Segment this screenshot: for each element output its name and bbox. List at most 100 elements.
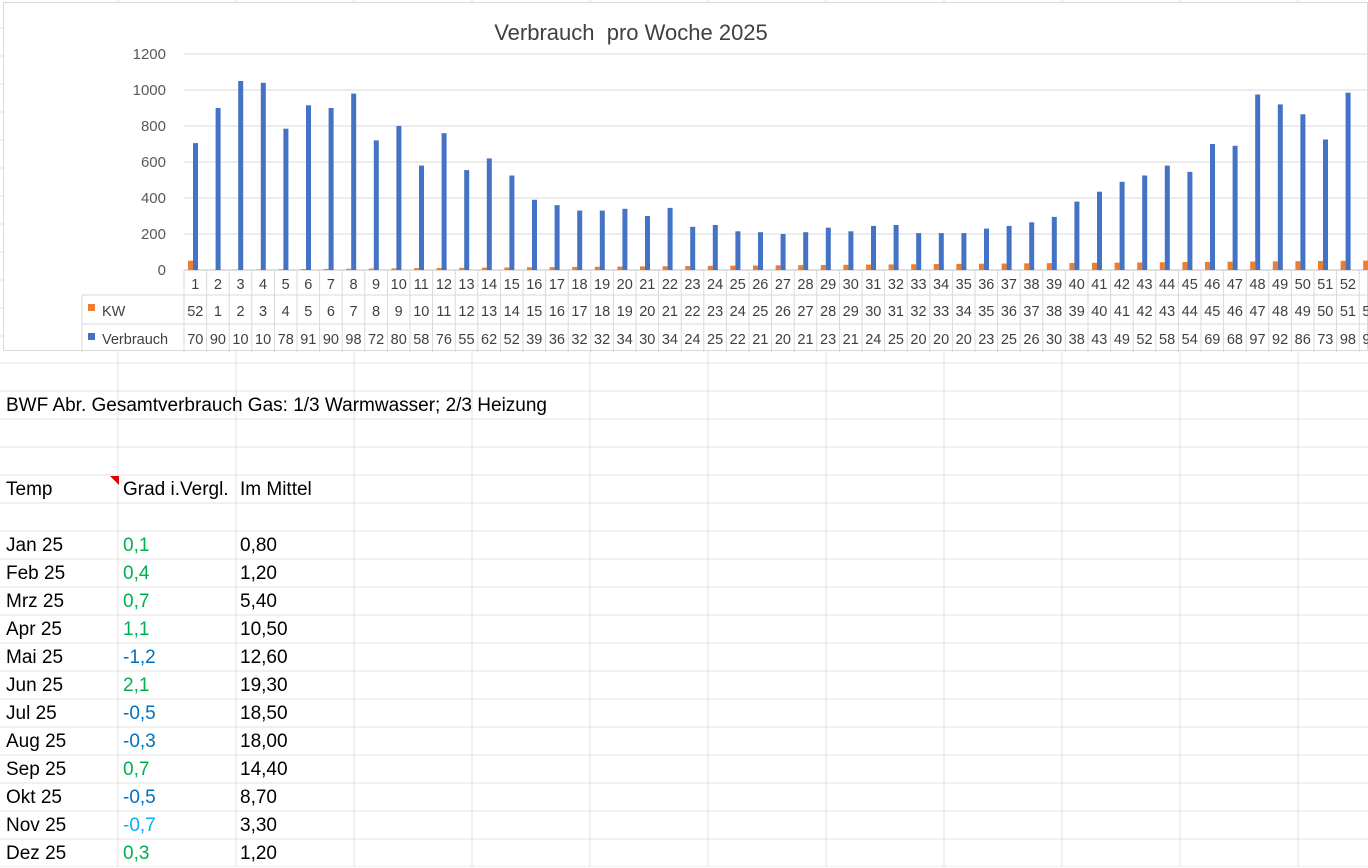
bar-verbrauch[interactable] bbox=[1120, 182, 1125, 270]
bar-kw[interactable] bbox=[346, 269, 351, 270]
bar-verbrauch[interactable] bbox=[329, 108, 334, 270]
month-cell[interactable]: Dez 25 bbox=[6, 840, 66, 868]
bar-kw[interactable] bbox=[482, 268, 487, 270]
month-cell[interactable]: Feb 25 bbox=[6, 560, 65, 588]
comment-indicator[interactable] bbox=[110, 476, 119, 485]
bar-verbrauch[interactable] bbox=[193, 143, 198, 270]
bar-verbrauch[interactable] bbox=[306, 105, 311, 270]
bar-kw[interactable] bbox=[708, 266, 713, 270]
grad-diff-cell[interactable]: -0,7 bbox=[123, 812, 156, 840]
bar-verbrauch[interactable] bbox=[1052, 217, 1057, 270]
bar-verbrauch[interactable] bbox=[1278, 104, 1283, 270]
header-grad-vergleich[interactable]: Grad i.Vergl. bbox=[123, 476, 229, 504]
grad-diff-cell[interactable]: -1,2 bbox=[123, 644, 156, 672]
bar-kw[interactable] bbox=[1024, 263, 1029, 270]
bar-kw[interactable] bbox=[979, 264, 984, 270]
grad-diff-cell[interactable]: 0,4 bbox=[123, 560, 149, 588]
bar-verbrauch[interactable] bbox=[1165, 166, 1170, 270]
bar-kw[interactable] bbox=[1115, 263, 1120, 270]
grad-diff-cell[interactable]: 1,1 bbox=[123, 616, 149, 644]
bar-kw[interactable] bbox=[1341, 261, 1346, 270]
month-cell[interactable]: Nov 25 bbox=[6, 812, 66, 840]
bar-kw[interactable] bbox=[1160, 262, 1165, 270]
mittel-cell[interactable]: 1,20 bbox=[240, 560, 277, 588]
month-cell[interactable]: Apr 25 bbox=[6, 616, 62, 644]
grad-diff-cell[interactable]: 0,1 bbox=[123, 532, 149, 560]
month-cell[interactable]: Jul 25 bbox=[6, 700, 57, 728]
mittel-cell[interactable]: 12,60 bbox=[240, 644, 288, 672]
bar-verbrauch[interactable] bbox=[283, 129, 288, 270]
bar-verbrauch[interactable] bbox=[1210, 144, 1215, 270]
bar-kw[interactable] bbox=[1228, 262, 1233, 270]
mittel-cell[interactable]: 18,00 bbox=[240, 728, 288, 756]
bar-verbrauch[interactable] bbox=[1142, 176, 1147, 271]
bar-verbrauch[interactable] bbox=[894, 225, 899, 270]
bar-verbrauch[interactable] bbox=[442, 133, 447, 270]
month-cell[interactable]: Sep 25 bbox=[6, 756, 66, 784]
bar-kw[interactable] bbox=[1318, 261, 1323, 270]
mittel-cell[interactable]: 18,50 bbox=[240, 700, 288, 728]
bar-verbrauch[interactable] bbox=[555, 205, 560, 270]
bar-kw[interactable] bbox=[324, 269, 329, 270]
bar-kw[interactable] bbox=[437, 268, 442, 270]
month-cell[interactable]: Jan 25 bbox=[6, 532, 63, 560]
bar-verbrauch[interactable] bbox=[464, 170, 469, 270]
bar-verbrauch[interactable] bbox=[961, 233, 966, 270]
bar-kw[interactable] bbox=[617, 267, 622, 270]
bar-verbrauch[interactable] bbox=[374, 140, 379, 270]
bar-verbrauch[interactable] bbox=[871, 226, 876, 270]
bar-kw[interactable] bbox=[753, 266, 758, 271]
bar-kw[interactable] bbox=[821, 265, 826, 270]
bar-kw[interactable] bbox=[527, 267, 532, 270]
bar-verbrauch[interactable] bbox=[487, 158, 492, 270]
bar-kw[interactable] bbox=[595, 267, 600, 270]
grad-diff-cell[interactable]: -0,5 bbox=[123, 700, 156, 728]
bar-kw[interactable] bbox=[640, 266, 645, 270]
bar-verbrauch[interactable] bbox=[238, 81, 243, 270]
grad-diff-cell[interactable]: 0,7 bbox=[123, 588, 149, 616]
bar-kw[interactable] bbox=[1295, 261, 1300, 270]
bar-kw[interactable] bbox=[188, 261, 193, 270]
bar-kw[interactable] bbox=[956, 264, 961, 270]
grad-diff-cell[interactable]: -0,5 bbox=[123, 784, 156, 812]
bar-verbrauch[interactable] bbox=[1233, 146, 1238, 270]
bar-verbrauch[interactable] bbox=[668, 208, 673, 270]
bar-verbrauch[interactable] bbox=[939, 233, 944, 270]
bar-kw[interactable] bbox=[572, 267, 577, 270]
bar-verbrauch[interactable] bbox=[351, 94, 356, 270]
bar-kw[interactable] bbox=[866, 265, 871, 270]
bar-kw[interactable] bbox=[1047, 263, 1052, 270]
bar-verbrauch[interactable] bbox=[690, 227, 695, 270]
bar-kw[interactable] bbox=[798, 265, 803, 270]
bar-verbrauch[interactable] bbox=[396, 126, 401, 270]
bar-verbrauch[interactable] bbox=[826, 228, 831, 270]
bar-kw[interactable] bbox=[459, 268, 464, 270]
bar-verbrauch[interactable] bbox=[216, 108, 221, 270]
bar-verbrauch[interactable] bbox=[509, 176, 514, 271]
bar-kw[interactable] bbox=[369, 269, 374, 270]
bar-verbrauch[interactable] bbox=[984, 229, 989, 270]
bar-kw[interactable] bbox=[843, 265, 848, 270]
bar-kw[interactable] bbox=[1363, 261, 1368, 270]
bar-kw[interactable] bbox=[1069, 263, 1074, 270]
bar-verbrauch[interactable] bbox=[645, 216, 650, 270]
mittel-cell[interactable]: 1,20 bbox=[240, 840, 277, 868]
grad-diff-cell[interactable]: 0,7 bbox=[123, 756, 149, 784]
bar-verbrauch[interactable] bbox=[261, 83, 266, 270]
bar-verbrauch[interactable] bbox=[916, 233, 921, 270]
bar-kw[interactable] bbox=[1273, 261, 1278, 270]
grad-diff-cell[interactable]: 0,3 bbox=[123, 840, 149, 868]
bar-kw[interactable] bbox=[550, 267, 555, 270]
bar-verbrauch[interactable] bbox=[848, 231, 853, 270]
bar-kw[interactable] bbox=[391, 268, 396, 270]
month-cell[interactable]: Jun 25 bbox=[6, 672, 63, 700]
bar-verbrauch[interactable] bbox=[1187, 172, 1192, 270]
bar-kw[interactable] bbox=[889, 264, 894, 270]
bar-verbrauch[interactable] bbox=[419, 166, 424, 270]
header-im-mittel[interactable]: Im Mittel bbox=[240, 476, 312, 504]
bar-verbrauch[interactable] bbox=[1300, 114, 1305, 270]
month-cell[interactable]: Okt 25 bbox=[6, 784, 62, 812]
bar-kw[interactable] bbox=[504, 267, 509, 270]
bar-verbrauch[interactable] bbox=[1323, 140, 1328, 271]
